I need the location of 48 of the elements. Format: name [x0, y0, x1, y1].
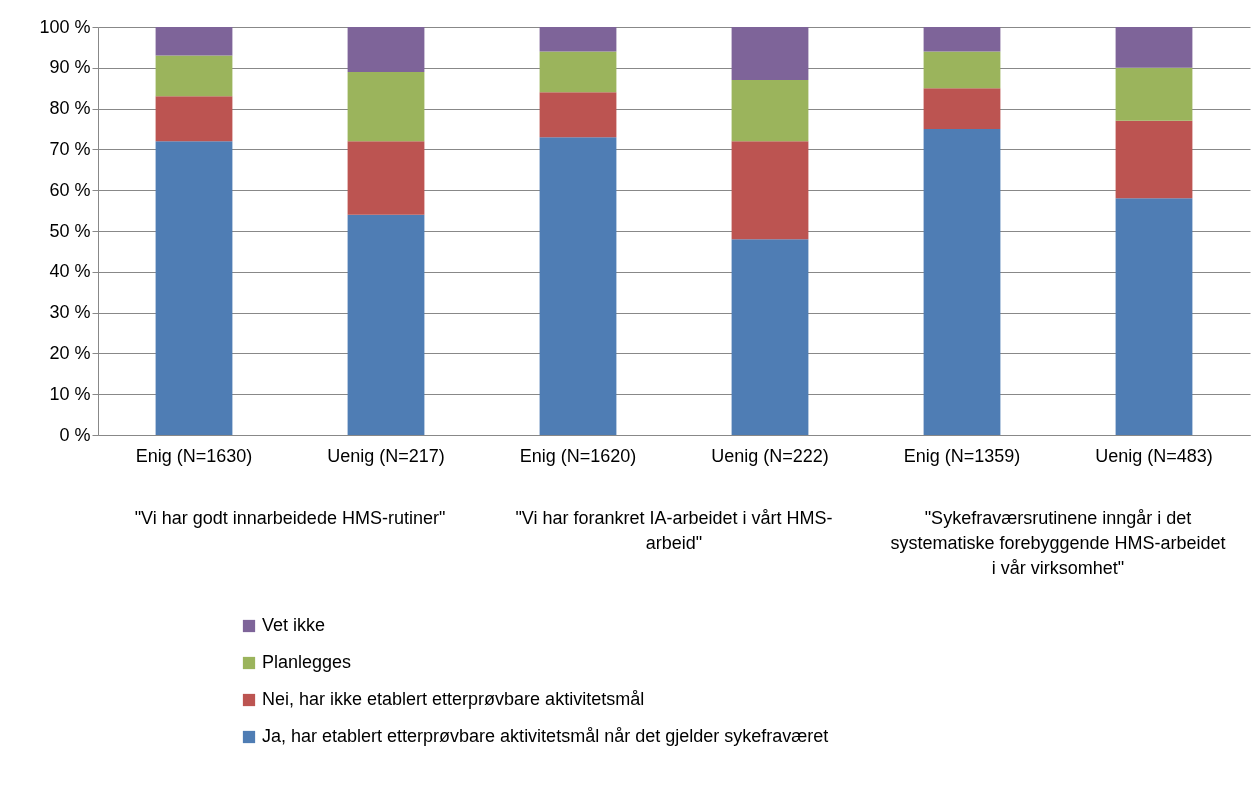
bar: [539, 27, 617, 52]
bar: [539, 51, 617, 93]
legend-label: Vet ikke: [262, 615, 326, 635]
y-tick-label: 60 %: [49, 179, 91, 200]
text: "Sykefraværsrutinene inngår i det systematiske forebyggende HMS-arbeidet i vår virksomhet": [890, 508, 1226, 578]
bar: [923, 27, 1001, 52]
bar: [347, 27, 425, 72]
bar: [1115, 27, 1193, 68]
x-tick-label: Enig (N=1630): [135, 445, 253, 466]
bar: [731, 27, 809, 81]
bar: [731, 141, 809, 240]
y-tick-label: 10 %: [49, 383, 91, 404]
bar: [155, 96, 233, 142]
bar: [155, 141, 233, 435]
bar: [155, 55, 233, 97]
y-tick-label: 80 %: [49, 98, 91, 119]
text: "Vi har godt innarbeidede HMS-rutiner": [134, 508, 446, 528]
y-tick-label: 70 %: [49, 138, 91, 159]
y-tick-label: 50 %: [49, 220, 91, 241]
bar: [539, 137, 617, 435]
bar: [539, 92, 617, 138]
y-tick-label: 0 %: [59, 424, 91, 445]
legend-label: Nei, har ikke etablert etterprøvbare aktivitetsmål: [262, 689, 645, 709]
bar: [1115, 120, 1193, 199]
x-tick-label: Enig (N=1359): [903, 445, 1021, 466]
bar: [347, 141, 425, 215]
x-tick-label: Enig (N=1620): [519, 445, 637, 466]
y-tick-label: 90 %: [49, 57, 91, 78]
x-tick-label: Uenig (N=222): [711, 445, 829, 466]
text: "Vi har forankret IA-arbeidet i vårt HMS-arbeid": [515, 508, 833, 553]
y-tick-label: 100 %: [39, 16, 91, 37]
bar: [731, 80, 809, 142]
bar: [1115, 67, 1193, 121]
y-tick-label: 40 %: [49, 261, 91, 282]
bar: [923, 88, 1001, 129]
bar: [923, 51, 1001, 89]
bar: [923, 129, 1001, 435]
bar: [1115, 198, 1193, 435]
bar: [155, 27, 233, 56]
legend-label: Planlegges: [262, 652, 352, 672]
bar: [347, 214, 425, 435]
x-tick-label: Uenig (N=217): [327, 445, 445, 466]
bar: [347, 71, 425, 142]
legend-label: Ja, har etablert etterprøvbare aktivitetsmål når det gjelder sykefraværet: [262, 726, 829, 746]
bar: [731, 239, 809, 435]
x-tick-label: Uenig (N=483): [1095, 445, 1213, 466]
y-tick-label: 20 %: [49, 342, 91, 363]
y-tick-label: 30 %: [49, 302, 91, 323]
